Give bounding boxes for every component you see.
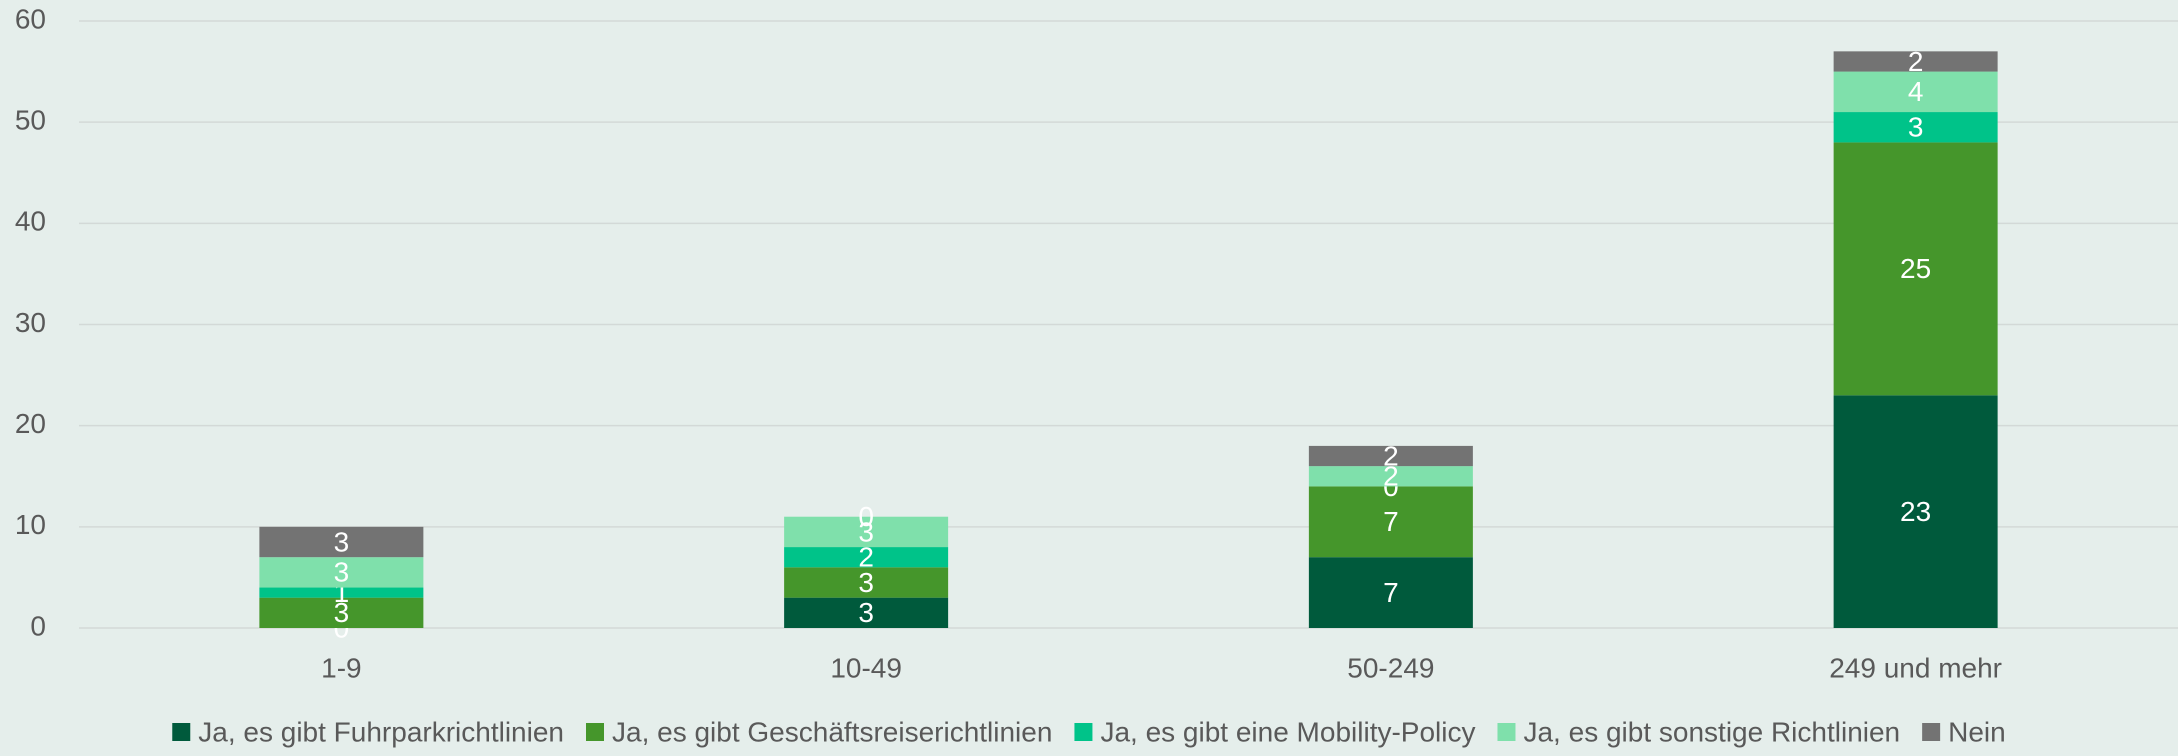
legend-swatch (1497, 723, 1516, 741)
data-label: 3 (334, 597, 350, 628)
legend-label: Ja, es gibt sonstige Richtlinien (1523, 716, 1900, 747)
bar-segment (1308, 466, 1473, 487)
data-label: 4 (1908, 76, 1924, 107)
legend-label: Ja, es gibt Geschäftsreiserichtlinien (612, 716, 1052, 747)
x-tick-label: 249 und mehr (1829, 652, 2002, 683)
data-label: 23 (1900, 496, 1931, 527)
data-label: 2 (1383, 440, 1399, 471)
bar-segment (784, 567, 949, 598)
bar-segment (784, 597, 949, 628)
x-tick-label: 1-9 (321, 652, 361, 683)
data-label: 3 (858, 516, 874, 547)
data-label: 3 (1908, 112, 1924, 143)
data-label: 3 (334, 557, 350, 588)
bar-segment (1308, 486, 1473, 558)
y-tick-label: 40 (15, 206, 46, 237)
bar-segment (259, 597, 424, 628)
bar-segment (784, 516, 949, 548)
data-label: 7 (1383, 506, 1399, 537)
legend-swatch (1922, 723, 1941, 741)
legend-label: Ja, es gibt Fuhrparkrichtlinien (198, 716, 564, 747)
y-tick-label: 20 (15, 408, 46, 439)
data-label: 3 (858, 597, 874, 628)
data-label: 3 (334, 526, 350, 557)
bar-segment (259, 526, 424, 558)
data-label: 2 (1383, 461, 1399, 492)
data-label: 0 (858, 501, 874, 532)
y-tick-label: 10 (15, 509, 46, 540)
legend-label: Ja, es gibt eine Mobility-Policy (1100, 716, 1475, 747)
bar-segment (1308, 557, 1473, 628)
bar-segment (1833, 112, 1998, 143)
y-tick-label: 30 (15, 307, 46, 338)
bar-segment (1833, 71, 1998, 113)
bar-segment (1833, 51, 1998, 72)
data-label: 2 (858, 542, 874, 573)
y-tick-label: 60 (15, 3, 46, 34)
bar-segment (1833, 395, 1998, 628)
bar-segment (1833, 142, 1998, 396)
data-label: 7 (1383, 577, 1399, 608)
y-tick-label: 0 (30, 610, 46, 641)
x-tick-label: 50-249 (1347, 652, 1434, 683)
data-label: 2 (1908, 46, 1924, 77)
y-tick-label: 50 (15, 105, 46, 136)
data-label: 25 (1900, 253, 1931, 284)
legend-label: Nein (1948, 716, 2006, 747)
bar-segment (1308, 445, 1473, 467)
bar-segment (259, 557, 424, 588)
legend-swatch (172, 723, 191, 741)
x-tick-label: 10-49 (830, 652, 902, 683)
legend-swatch (1074, 723, 1093, 741)
legend-swatch (586, 723, 604, 741)
bar-segment (259, 587, 424, 598)
data-label: 3 (858, 567, 874, 598)
bar-segment (784, 547, 949, 568)
